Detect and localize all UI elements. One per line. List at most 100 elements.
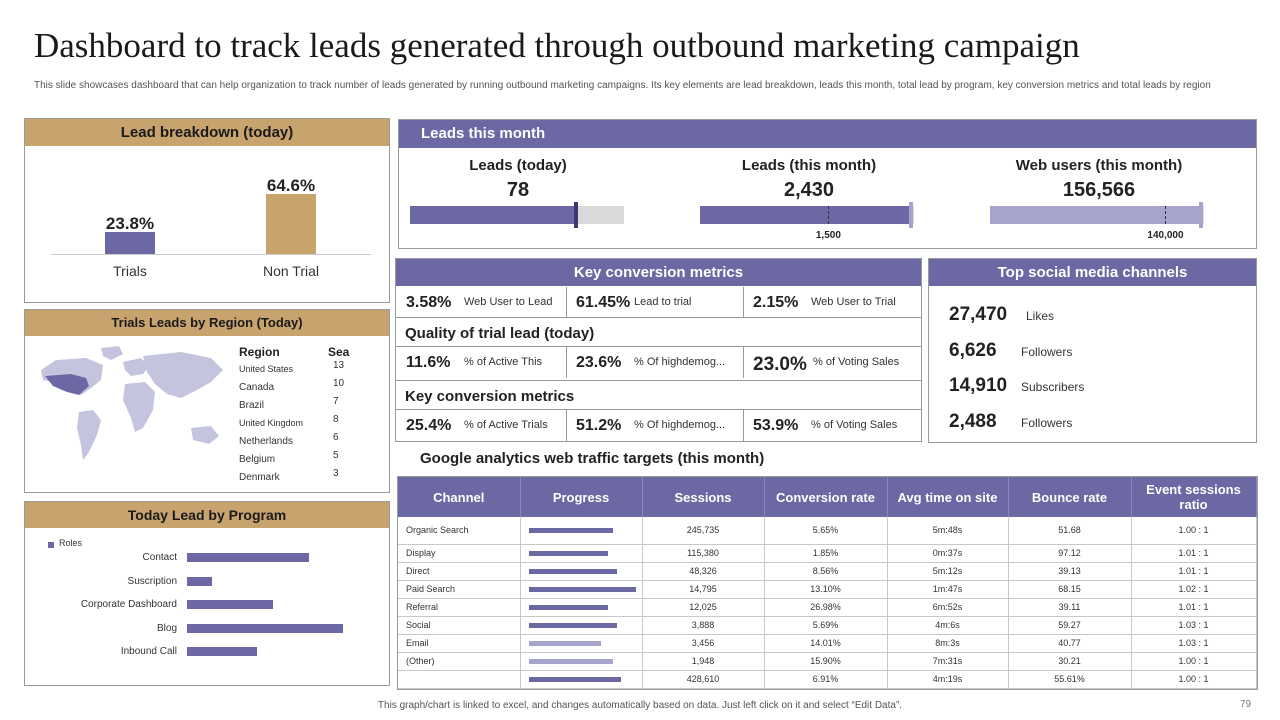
ga-header-cell: Event sessions ratio [1131, 477, 1257, 517]
page-number: 79 [1240, 699, 1252, 710]
region-name: Netherlands [239, 436, 293, 447]
social-label: Subscribers [1021, 380, 1085, 394]
ga-bounce-cell: 51.68 [1008, 517, 1132, 545]
conversion-section-title: Key conversion metrics [405, 388, 575, 405]
metrics-grid-line-4 [396, 409, 921, 410]
leads-item-end-marker [908, 202, 913, 228]
ga-table: Channel Progress Sessions Conversion rate Av… [398, 477, 1257, 689]
ga-header-cell: Conversion rate [764, 477, 888, 517]
ga-bounce-cell: 39.11 [1008, 598, 1132, 617]
ga-channel-cell [398, 670, 521, 689]
map-south-america [77, 410, 101, 460]
region-value: 7 [333, 396, 339, 407]
ga-conv-cell: 1.85% [764, 544, 888, 563]
ga-header-cell: Sessions [642, 477, 765, 517]
ga-channel-cell: Email [398, 634, 521, 653]
non-trial-bar [266, 193, 316, 254]
metric-value: 11.6% [406, 354, 451, 371]
ga-bounce-cell: 97.12 [1008, 544, 1132, 563]
map-australia [191, 426, 219, 444]
leads-item-end-marker [1198, 202, 1203, 228]
metric-cell-divider [743, 287, 744, 318]
ga-avg-cell: 6m:52s [887, 598, 1009, 617]
region-value: 13 [333, 360, 345, 371]
program-legend-swatch [48, 542, 54, 548]
metric-value: 2.15% [753, 294, 799, 311]
leads-item-target-label: 140,000 [1147, 230, 1184, 241]
ga-header-cell: Channel [398, 477, 521, 517]
ga-ratio-cell: 1.01 : 1 [1131, 598, 1257, 617]
ga-conv-cell: 8.56% [764, 562, 888, 581]
metric-label: % Of highdemog... [634, 419, 726, 431]
leads-item-target [828, 206, 830, 224]
region-value: 3 [333, 468, 339, 479]
social-header: Top social media channels [929, 259, 1256, 286]
ga-channel-cell: Display [398, 544, 521, 563]
ga-ratio-cell: 1.03 : 1 [1131, 634, 1257, 653]
ga-ratio-cell: 1.00 : 1 [1131, 517, 1257, 545]
leads-item-value: 156,566 [1062, 179, 1136, 201]
ga-sessions-cell: 14,795 [642, 580, 765, 599]
metric-cell-divider [743, 410, 744, 441]
ga-progress-bar [528, 604, 608, 610]
ga-sessions-cell: 3,888 [642, 616, 765, 635]
metrics-grid-line-1 [396, 317, 921, 318]
table-row: Organic Search 245,735 5.65% 5m:48s 51.68 1.0… [398, 517, 1257, 545]
program-label: Contact [142, 552, 177, 563]
leads-item-value: 2,430 [783, 179, 835, 201]
ga-avg-cell: 8m:3s [887, 634, 1009, 653]
ga-conv-cell: 6.91% [764, 670, 888, 689]
ga-ratio-cell: 1.00 : 1 [1131, 670, 1257, 689]
lead-breakdown-panel: Lead breakdown (today) 23.8% Trials 64.6… [24, 118, 390, 303]
ga-progress-cell [520, 670, 643, 689]
key-metrics-header: Key conversion metrics [396, 259, 921, 286]
region-value: 5 [333, 450, 339, 461]
ga-progress-bar [528, 586, 636, 592]
ga-conv-cell: 5.65% [764, 517, 888, 545]
program-label: Inbound Call [120, 646, 177, 657]
program-bar [187, 600, 273, 609]
metric-value: 53.9% [753, 417, 799, 434]
program-bar [187, 647, 257, 656]
ga-channel-cell: Referral [398, 598, 521, 617]
table-row: (Other) 1,948 15.90% 7m:31s 30.21 1.00 : 1 [398, 652, 1257, 671]
metric-label: Lead to trial [634, 296, 692, 308]
table-row: 428,610 6.91% 4m:19s 55.61% 1.00 : 1 [398, 670, 1257, 689]
ga-progress-cell [520, 517, 643, 545]
table-row: Referral 12,025 26.98% 6m:52s 39.11 1.01 : 1 [398, 598, 1257, 617]
ga-avg-cell: 1m:47s [887, 580, 1009, 599]
leads-item-target [1165, 206, 1167, 224]
metric-value: 51.2% [576, 417, 622, 434]
ga-ratio-cell: 1.01 : 1 [1131, 562, 1257, 581]
metrics-grid-line-2 [396, 346, 921, 347]
ga-progress-bar [528, 658, 614, 664]
metric-label: Web User to Lead [464, 296, 553, 308]
program-label: Suscription [127, 575, 177, 587]
program-legend-label: Roles [59, 538, 83, 548]
ga-ratio-cell: 1.02 : 1 [1131, 580, 1257, 599]
social-label: Followers [1021, 415, 1073, 430]
sea-col-header: Sea [328, 345, 350, 359]
ga-progress-bar [528, 622, 618, 628]
metric-label: Web User to Trial [811, 296, 896, 308]
region-col-header: Region [239, 345, 280, 359]
ga-header-cell: Progress [520, 477, 643, 517]
table-row: Direct 48,326 8.56% 5m:12s 39.13 1.01 : 1 [398, 562, 1257, 581]
leads-item-fill [990, 206, 1200, 224]
ga-channel-cell: (Other) [398, 652, 521, 671]
ga-ratio-cell: 1.00 : 1 [1131, 652, 1257, 671]
ga-progress-cell [520, 616, 643, 635]
page-title: Dashboard to track leads generated throu… [34, 26, 1080, 65]
ga-progress-bar [528, 568, 618, 574]
ga-bounce-cell: 30.21 [1008, 652, 1132, 671]
ga-title: Google analytics web traffic targets (th… [420, 450, 765, 467]
leads-item-end-marker [573, 202, 578, 228]
map-greenland [101, 346, 123, 360]
region-name: Belgium [239, 454, 276, 465]
trials-value-label: 23.8% [105, 214, 155, 233]
lead-breakdown-baseline [51, 254, 371, 255]
ga-sessions-cell: 1,948 [642, 652, 765, 671]
ga-channel-cell: Organic Search [398, 517, 521, 545]
non-trial-value-label: 64.6% [266, 176, 316, 195]
ga-progress-cell [520, 580, 643, 599]
